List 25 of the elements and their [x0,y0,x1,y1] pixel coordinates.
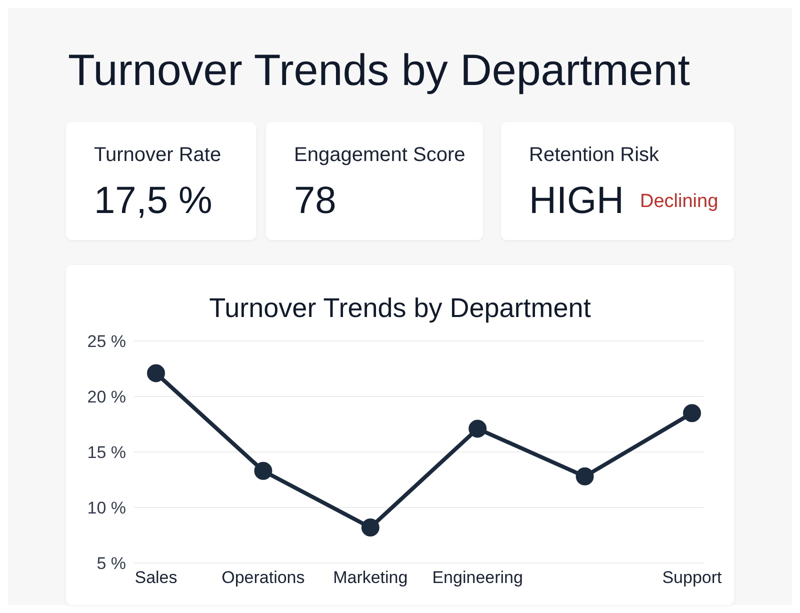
text: Turnover Trends by Department [68,46,690,96]
point [361,518,380,536]
y-tick-label: 5 % [96,554,126,574]
x-tick-label: Sales [134,568,178,588]
text: HIGH [529,180,624,223]
x-tick-label: Operations [222,568,305,588]
point [576,467,594,486]
y-tick-label: 25 % [87,332,126,352]
point [147,364,165,382]
x-tick-label: Support [662,568,722,588]
point [254,462,272,480]
text: Turnover Rate [94,144,222,167]
chart-title: Turnover Trends by Department [208,293,592,324]
text: Declining [640,190,718,212]
y-tick-label: 20 % [87,388,126,407]
text: 78 [294,180,336,223]
x-tick-label: Marketing [333,568,408,588]
point [683,404,701,422]
y-tick-label: 15 % [87,443,126,462]
y-tick-label: 10 % [87,498,126,518]
x-tick-label: Engineering [432,568,523,588]
text: Retention Risk [529,144,660,167]
text: 17,5 % [94,180,212,223]
point [468,420,487,438]
text: Engagement Score [294,144,466,167]
